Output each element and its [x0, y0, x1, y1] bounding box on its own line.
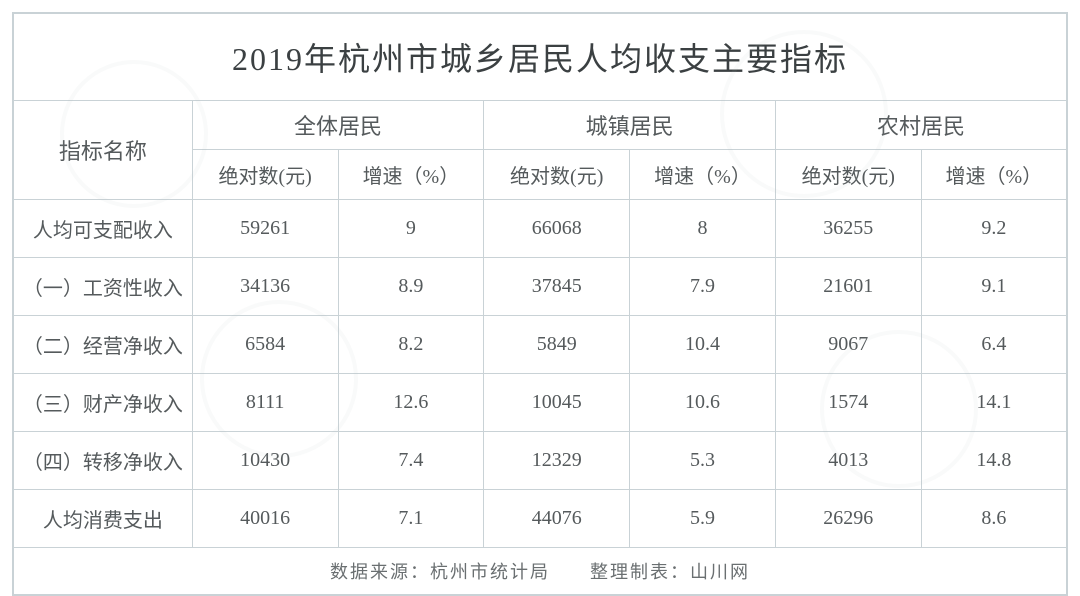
header-row-1: 指标名称 全体居民 城镇居民 农村居民 — [13, 101, 1067, 150]
title-row: 2019年杭州市城乡居民人均收支主要指标 — [13, 13, 1067, 101]
cell: 21601 — [775, 258, 921, 316]
cell: 10430 — [192, 432, 338, 490]
table-row: （二）经营净收入 6584 8.2 5849 10.4 9067 6.4 — [13, 316, 1067, 374]
cell: 9.1 — [921, 258, 1067, 316]
table-title: 2019年杭州市城乡居民人均收支主要指标 — [13, 13, 1067, 101]
cell: 40016 — [192, 490, 338, 548]
cell: 7.4 — [338, 432, 484, 490]
cell: 10.6 — [630, 374, 776, 432]
col-growth-rural: 增速（%） — [921, 150, 1067, 200]
table-row: 人均消费支出 40016 7.1 44076 5.9 26296 8.6 — [13, 490, 1067, 548]
cell: 8.6 — [921, 490, 1067, 548]
col-growth-all: 增速（%） — [338, 150, 484, 200]
cell: 12.6 — [338, 374, 484, 432]
row-name: 人均消费支出 — [13, 490, 192, 548]
cell: 1574 — [775, 374, 921, 432]
cell: 6584 — [192, 316, 338, 374]
row-name: 人均可支配收入 — [13, 200, 192, 258]
cell: 10045 — [484, 374, 630, 432]
cell: 14.1 — [921, 374, 1067, 432]
cell: 59261 — [192, 200, 338, 258]
cell: 5.9 — [630, 490, 776, 548]
table-row: （三）财产净收入 8111 12.6 10045 10.6 1574 14.1 — [13, 374, 1067, 432]
table-container: 2019年杭州市城乡居民人均收支主要指标 指标名称 全体居民 城镇居民 农村居民… — [0, 0, 1080, 559]
col-group-rural: 农村居民 — [775, 101, 1067, 150]
cell: 14.8 — [921, 432, 1067, 490]
cell: 9.2 — [921, 200, 1067, 258]
cell: 10.4 — [630, 316, 776, 374]
cell: 6.4 — [921, 316, 1067, 374]
cell: 8 — [630, 200, 776, 258]
col-indicator: 指标名称 — [13, 101, 192, 200]
col-growth-urban: 增速（%） — [630, 150, 776, 200]
cell: 66068 — [484, 200, 630, 258]
cell: 37845 — [484, 258, 630, 316]
cell: 8111 — [192, 374, 338, 432]
cell: 8.2 — [338, 316, 484, 374]
income-table: 2019年杭州市城乡居民人均收支主要指标 指标名称 全体居民 城镇居民 农村居民… — [12, 12, 1068, 596]
col-abs-urban: 绝对数(元) — [484, 150, 630, 200]
table-row: （四）转移净收入 10430 7.4 12329 5.3 4013 14.8 — [13, 432, 1067, 490]
row-name: （四）转移净收入 — [13, 432, 192, 490]
cell: 5849 — [484, 316, 630, 374]
row-name: （三）财产净收入 — [13, 374, 192, 432]
source-row: 数据来源：杭州市统计局 整理制表：山川网 — [13, 548, 1067, 596]
cell: 44076 — [484, 490, 630, 548]
cell: 7.1 — [338, 490, 484, 548]
cell: 4013 — [775, 432, 921, 490]
source-text: 数据来源：杭州市统计局 整理制表：山川网 — [13, 548, 1067, 596]
col-group-urban: 城镇居民 — [484, 101, 776, 150]
col-group-all: 全体居民 — [192, 101, 484, 150]
row-name: （一）工资性收入 — [13, 258, 192, 316]
cell: 9 — [338, 200, 484, 258]
cell: 7.9 — [630, 258, 776, 316]
table-row: （一）工资性收入 34136 8.9 37845 7.9 21601 9.1 — [13, 258, 1067, 316]
col-abs-all: 绝对数(元) — [192, 150, 338, 200]
cell: 8.9 — [338, 258, 484, 316]
table-row: 人均可支配收入 59261 9 66068 8 36255 9.2 — [13, 200, 1067, 258]
cell: 36255 — [775, 200, 921, 258]
cell: 12329 — [484, 432, 630, 490]
cell: 9067 — [775, 316, 921, 374]
col-abs-rural: 绝对数(元) — [775, 150, 921, 200]
cell: 26296 — [775, 490, 921, 548]
cell: 5.3 — [630, 432, 776, 490]
cell: 34136 — [192, 258, 338, 316]
row-name: （二）经营净收入 — [13, 316, 192, 374]
